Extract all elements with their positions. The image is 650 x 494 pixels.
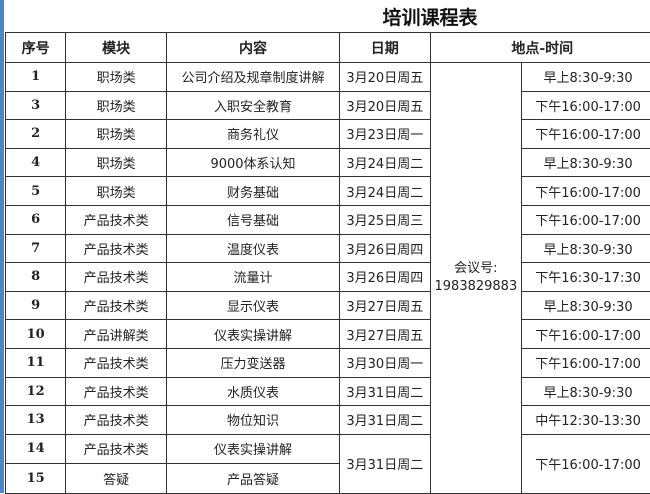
cell-date: 3月26日周四	[340, 263, 431, 292]
cell-time: 早上8:30-9:30	[522, 148, 650, 177]
cell-time: 下午16:00-17:00	[522, 434, 650, 493]
cell-date: 3月24日周二	[340, 177, 431, 206]
cell-content: 产品答疑	[166, 464, 339, 494]
cell-seq: 5	[6, 177, 66, 206]
cell-time: 下午16:00-17:00	[522, 177, 650, 206]
cell-time: 早上8:30-9:30	[522, 63, 650, 92]
cell-seq: 1	[6, 63, 66, 92]
cell-date: 3月27日周五	[340, 291, 431, 320]
header-location-time: 地点-时间	[430, 33, 650, 63]
cell-seq: 7	[6, 234, 66, 263]
cell-content: 温度仪表	[166, 234, 339, 263]
cell-module: 产品技术类	[66, 291, 167, 320]
cell-content: 9000体系认知	[166, 148, 339, 177]
cell-time: 下午16:00-17:00	[522, 348, 650, 377]
cell-date: 3月31日周二	[340, 406, 431, 435]
cell-module: 职场类	[66, 63, 167, 92]
cell-date: 3月31日周二	[340, 434, 431, 493]
cell-seq: 13	[6, 406, 66, 435]
cell-content: 仪表实操讲解	[166, 320, 339, 349]
page-title: 培训课程表	[330, 4, 530, 32]
cell-time: 早上8:30-9:30	[522, 377, 650, 406]
cell-content: 流量计	[166, 263, 339, 292]
cell-seq: 15	[6, 464, 66, 494]
cell-date: 3月26日周四	[340, 234, 431, 263]
cell-content: 财务基础	[166, 177, 339, 206]
header-module: 模块	[66, 33, 167, 63]
cell-module: 产品技术类	[66, 406, 167, 435]
meeting-number: 1983829883	[431, 278, 522, 296]
cell-date: 3月20日周五	[340, 63, 431, 92]
cell-module: 产品技术类	[66, 348, 167, 377]
cell-content: 水质仪表	[166, 377, 339, 406]
cell-time: 早上8:30-9:30	[522, 234, 650, 263]
cell-seq: 2	[6, 120, 66, 149]
cell-seq: 11	[6, 348, 66, 377]
cell-seq: 10	[6, 320, 66, 349]
cell-date: 3月30日周一	[340, 348, 431, 377]
cell-module: 产品技术类	[66, 205, 167, 234]
cell-module: 职场类	[66, 91, 167, 120]
cell-module: 职场类	[66, 120, 167, 149]
cell-module: 职场类	[66, 148, 167, 177]
cell-content: 压力变送器	[166, 348, 339, 377]
cell-time: 下午16:30-17:30	[522, 263, 650, 292]
cell-time: 下午16:00-17:00	[522, 320, 650, 349]
window-edge	[0, 0, 4, 493]
cell-date: 3月20日周五	[340, 91, 431, 120]
cell-module: 答疑	[66, 464, 167, 494]
header-date: 日期	[340, 33, 431, 63]
cell-time: 下午16:00-17:00	[522, 120, 650, 149]
cell-date: 3月27日周五	[340, 320, 431, 349]
cell-time: 下午16:00-17:00	[522, 205, 650, 234]
cell-seq: 3	[6, 91, 66, 120]
cell-seq: 8	[6, 263, 66, 292]
cell-content: 入职安全教育	[166, 91, 339, 120]
cell-seq: 12	[6, 377, 66, 406]
cell-date: 3月31日周二	[340, 377, 431, 406]
cell-date: 3月25日周三	[340, 205, 431, 234]
cell-date: 3月24日周二	[340, 148, 431, 177]
cell-date: 3月23日周一	[340, 120, 431, 149]
cell-content: 公司介绍及规章制度讲解	[166, 63, 339, 92]
header-seq: 序号	[6, 33, 66, 63]
header-content: 内容	[166, 33, 339, 63]
cell-content: 仪表实操讲解	[166, 434, 339, 464]
cell-location: 会议号:1983829883	[430, 63, 522, 494]
cell-content: 商务礼仪	[166, 120, 339, 149]
cell-module: 产品技术类	[66, 377, 167, 406]
cell-module: 产品技术类	[66, 234, 167, 263]
cell-seq: 4	[6, 148, 66, 177]
header-row: 序号 模块 内容 日期 地点-时间	[6, 33, 650, 63]
cell-module: 产品技术类	[66, 263, 167, 292]
cell-time: 下午16:00-17:00	[522, 91, 650, 120]
cell-content: 物位知识	[166, 406, 339, 435]
cell-module: 产品讲解类	[66, 320, 167, 349]
cell-module: 职场类	[66, 177, 167, 206]
cell-time: 早上8:30-9:30	[522, 291, 650, 320]
cell-seq: 9	[6, 291, 66, 320]
cell-time: 中午12:30-13:30	[522, 406, 650, 435]
meeting-label: 会议号:	[431, 260, 522, 278]
cell-seq: 6	[6, 205, 66, 234]
cell-module: 产品技术类	[66, 434, 167, 464]
cell-content: 显示仪表	[166, 291, 339, 320]
cell-content: 信号基础	[166, 205, 339, 234]
cell-seq: 14	[6, 434, 66, 464]
